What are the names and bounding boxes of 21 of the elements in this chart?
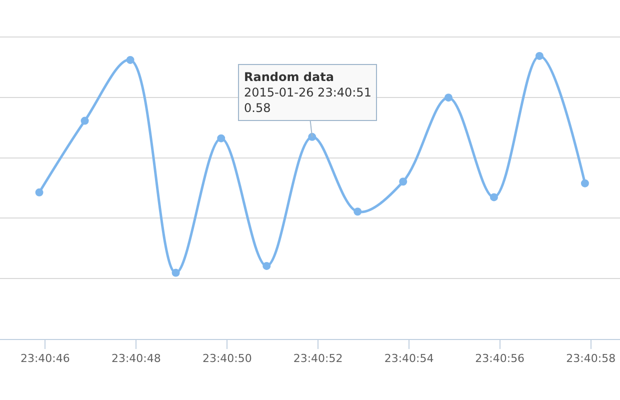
point — [308, 132, 316, 141]
annotation: Random data 2015-01-26 23:40:51 0.58 — [244, 70, 372, 116]
point — [490, 193, 498, 202]
point — [126, 56, 134, 64]
point — [580, 179, 589, 188]
point — [172, 268, 180, 277]
point — [399, 178, 408, 186]
x-tick-label: 23:40:52 — [293, 352, 343, 366]
point — [535, 52, 544, 60]
x-tick-label: 23:40:46 — [20, 352, 70, 366]
point — [262, 262, 271, 270]
point — [80, 116, 89, 125]
x-tick-label: 23:40:50 — [202, 352, 252, 366]
point — [444, 94, 452, 102]
x-tick-label: 23:40:58 — [566, 352, 616, 366]
point — [35, 188, 44, 196]
x-tick-label: 23:40:54 — [384, 352, 434, 366]
x-tick-label: 23:40:56 — [475, 352, 525, 366]
point — [217, 134, 226, 142]
x-tick-label: 23:40:48 — [111, 352, 161, 366]
point — [354, 208, 362, 216]
